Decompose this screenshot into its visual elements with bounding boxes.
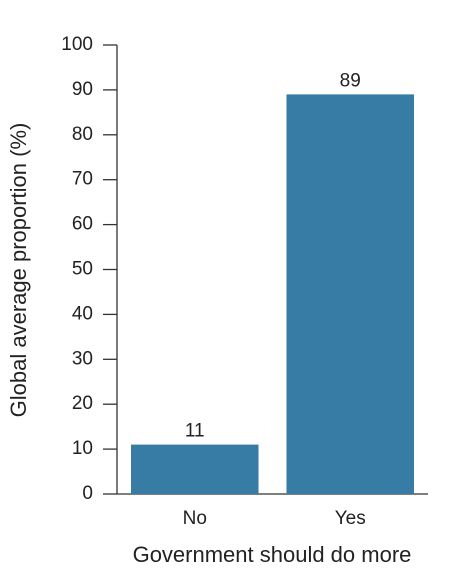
data-label: 11 (185, 421, 205, 442)
y-tick-label: 60 (72, 214, 93, 235)
x-tick-label: Yes (335, 508, 366, 529)
x-tick-label: No (183, 508, 207, 529)
data-label: 89 (340, 70, 361, 91)
bar (130, 444, 259, 494)
y-tick-label: 90 (72, 79, 93, 100)
y-tick-label: 70 (72, 169, 93, 190)
y-tick-label: 10 (72, 438, 93, 459)
x-axis-label: Government should do more (133, 542, 412, 567)
y-tick-label: 40 (72, 303, 93, 324)
y-tick-label: 50 (72, 259, 93, 280)
bar (286, 94, 415, 494)
y-tick-label: 80 (72, 124, 93, 145)
y-tick-label: 20 (72, 393, 93, 414)
y-tick-label: 30 (72, 348, 93, 369)
y-axis-label: Global average proportion (%) (6, 123, 31, 418)
y-tick-label: 100 (61, 34, 93, 55)
y-tick-label: 0 (82, 483, 93, 504)
